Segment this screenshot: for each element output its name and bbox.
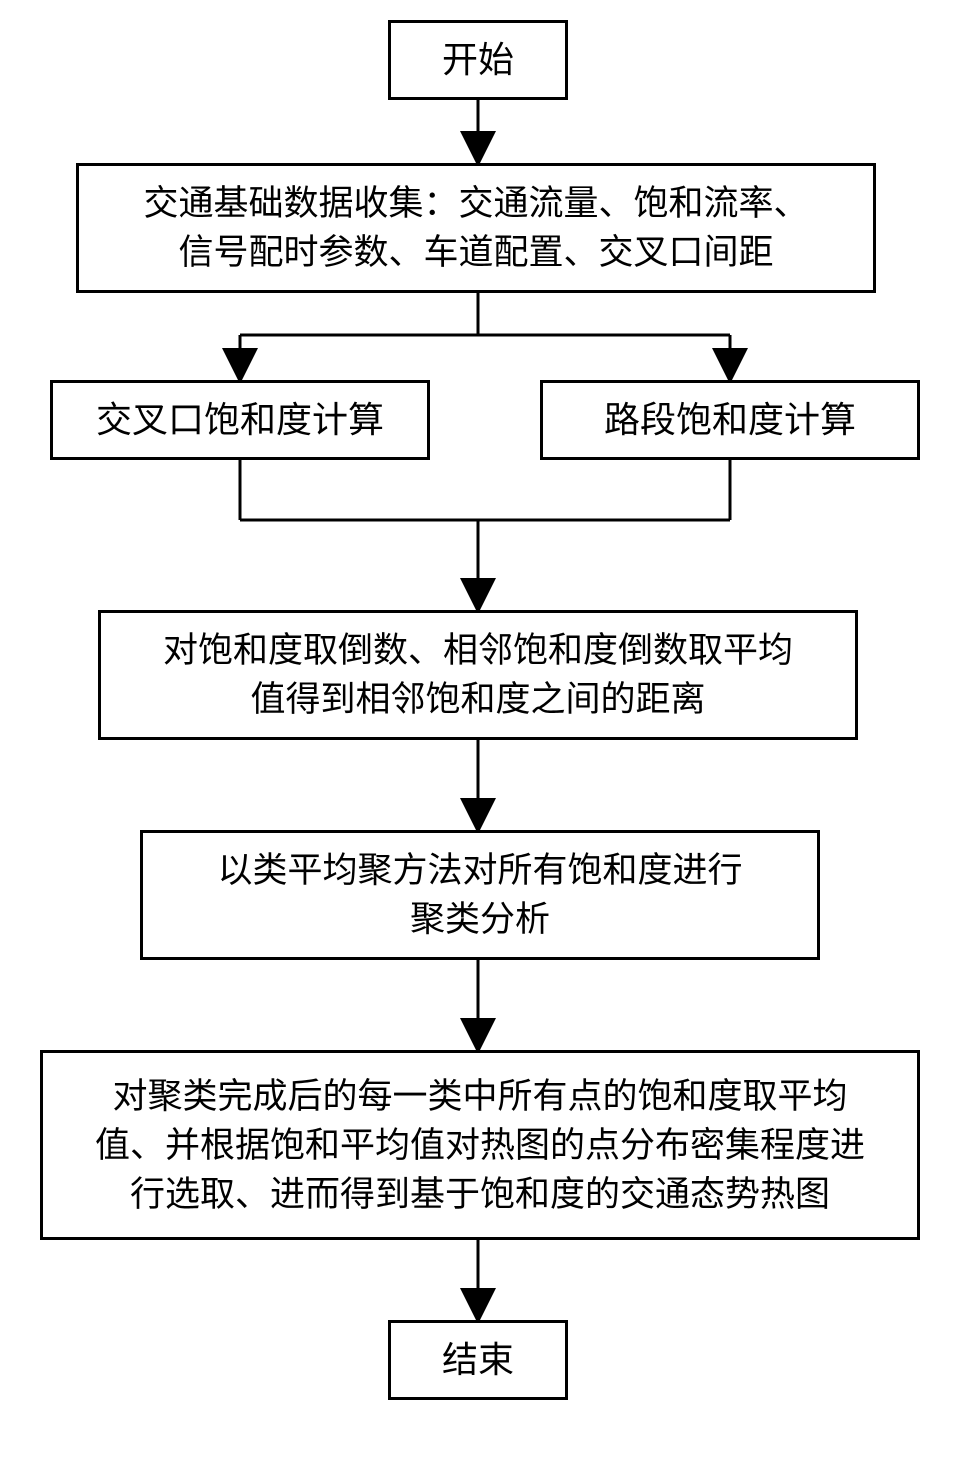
node-average: 对聚类完成后的每一类中所有点的饱和度取平均 值、并根据饱和平均值对热图的点分布密… (40, 1050, 920, 1240)
flowchart-canvas: 开始 交通基础数据收集：交通流量、饱和流率、 信号配时参数、车道配置、交叉口间距… (0, 0, 972, 1467)
node-road: 路段饱和度计算 (540, 380, 920, 460)
node-start-label: 开始 (442, 35, 514, 85)
node-distance: 对饱和度取倒数、相邻饱和度倒数取平均 值得到相邻饱和度之间的距离 (98, 610, 858, 740)
node-cluster-label: 以类平均聚方法对所有饱和度进行 聚类分析 (217, 846, 742, 944)
node-distance-label: 对饱和度取倒数、相邻饱和度倒数取平均 值得到相邻饱和度之间的距离 (163, 626, 793, 724)
node-intersection: 交叉口饱和度计算 (50, 380, 430, 460)
node-cluster: 以类平均聚方法对所有饱和度进行 聚类分析 (140, 830, 820, 960)
node-start: 开始 (388, 20, 568, 100)
node-collect-label: 交通基础数据收集：交通流量、饱和流率、 信号配时参数、车道配置、交叉口间距 (143, 179, 808, 277)
node-collect: 交通基础数据收集：交通流量、饱和流率、 信号配时参数、车道配置、交叉口间距 (76, 163, 876, 293)
node-road-label: 路段饱和度计算 (604, 395, 856, 445)
node-end-label: 结束 (442, 1335, 514, 1385)
node-intersection-label: 交叉口饱和度计算 (96, 395, 384, 445)
node-end: 结束 (388, 1320, 568, 1400)
node-average-label: 对聚类完成后的每一类中所有点的饱和度取平均 值、并根据饱和平均值对热图的点分布密… (95, 1072, 865, 1219)
